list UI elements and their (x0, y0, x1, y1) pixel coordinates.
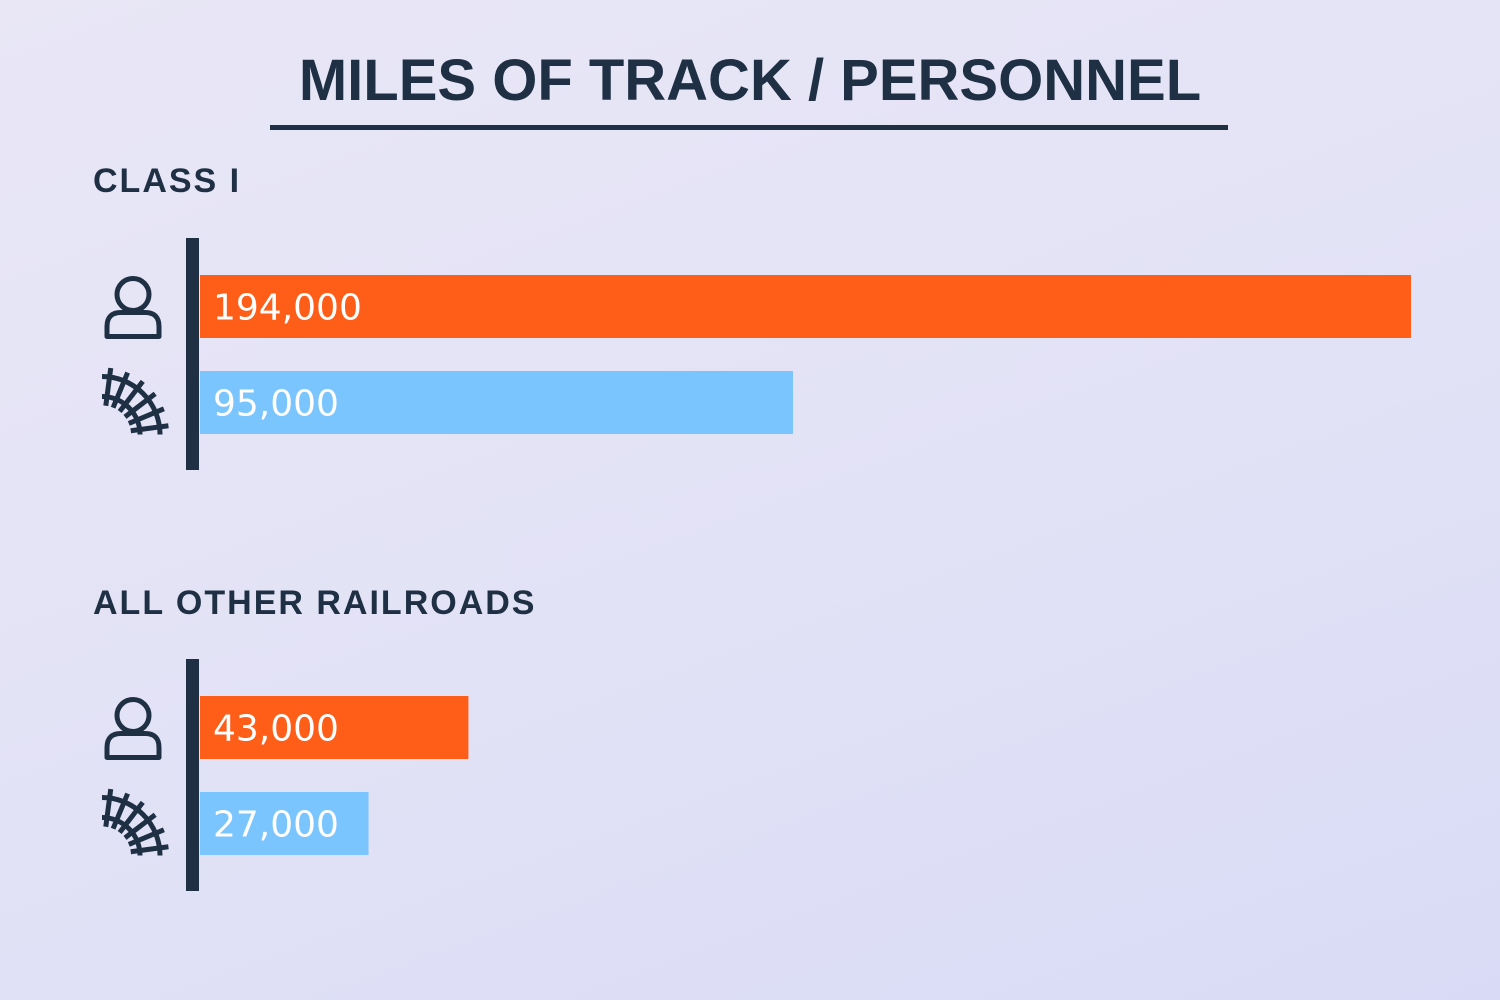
person-icon (104, 276, 162, 339)
group-label: ALL OTHER RAILROADS (93, 584, 536, 622)
group-label: CLASS I (93, 162, 241, 200)
bar-groups: CLASS I 194,000 95,000 ALL OTHER RAILROADS 4… (93, 162, 1411, 891)
chart-title: MILES OF TRACK / PERSONNEL (299, 48, 1201, 113)
bar (200, 696, 469, 759)
person-icon (104, 697, 162, 760)
railroad-track-icon (101, 788, 169, 856)
axis-line (186, 659, 199, 891)
bar-value-label: 43,000 (213, 709, 339, 750)
axis-line (186, 238, 199, 470)
bar-value-label: 27,000 (213, 805, 339, 846)
bar (200, 371, 794, 434)
railroad-track-icon (101, 367, 169, 435)
bar-value-label: 95,000 (213, 384, 339, 425)
bar-value-label: 194,000 (213, 288, 362, 329)
bar (200, 275, 1411, 338)
title-underline (270, 125, 1228, 130)
bar (200, 792, 369, 855)
